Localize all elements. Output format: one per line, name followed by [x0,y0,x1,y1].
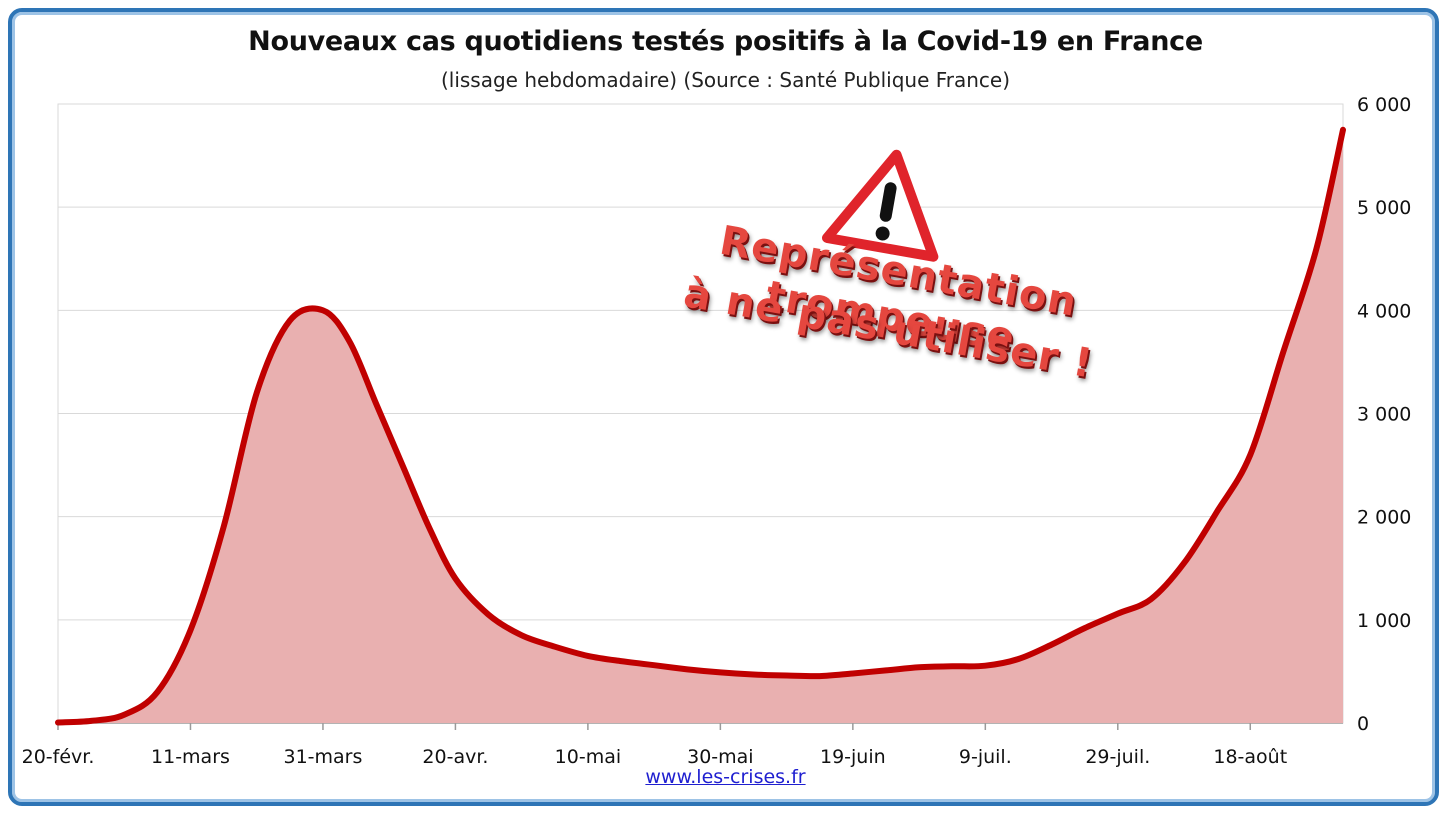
data-point [1016,657,1020,661]
data-point [685,667,689,671]
data-point [553,645,557,649]
y-tick-label: 3 000 [1357,404,1411,426]
data-point [586,654,590,658]
data-point [1281,350,1285,354]
data-point [1248,453,1252,457]
x-tick-label: 9-juil. [959,746,1012,768]
data-point [89,719,93,723]
area-fill [58,129,1343,724]
credit-link[interactable]: www.les-crises.fr [645,766,806,788]
data-point [785,674,789,678]
data-point [950,664,954,668]
data-point [1182,561,1186,565]
data-point [347,339,351,343]
data-point [983,664,987,668]
data-point [652,663,656,667]
data-point [752,673,756,677]
y-tick-label: 5 000 [1357,197,1411,219]
chart-title: Nouveaux cas quotidiens testés positifs … [248,26,1203,57]
series-line [55,126,1346,726]
data-point [917,665,921,669]
data-point [222,525,226,529]
data-point [520,633,524,637]
data-point [1083,626,1087,630]
chart-subtitle: (lissage hebdomadaire) (Source : Santé P… [440,68,1011,92]
data-point [1149,597,1153,601]
x-tick-label: 19-juin [820,746,886,768]
x-tick-label: 20-avr. [422,746,488,768]
data-point [56,721,60,725]
data-point [818,674,822,678]
x-tick-label: 31-mars [283,746,362,768]
data-point [1116,612,1120,616]
x-tick-label: 10-mai [555,746,621,768]
data-point [487,613,491,617]
data-point [851,672,855,676]
x-tick-label: 18-août [1213,746,1287,768]
data-point [374,401,378,405]
x-tick-label: 20-févr. [22,746,95,768]
data-point [122,713,126,717]
x-tick-label: 30-mai [687,746,753,768]
data-point [884,668,888,672]
data-point [427,525,431,529]
y-tick-label: 1 000 [1357,610,1411,632]
data-point [1341,128,1345,132]
y-tick-label: 6 000 [1357,94,1411,116]
y-tick-label: 2 000 [1357,507,1411,529]
y-tick-label: 4 000 [1357,300,1411,322]
data-point [321,308,325,312]
data-point [1315,246,1319,250]
warning-triangle-icon [822,149,939,262]
data-point [1050,643,1054,647]
data-point [718,670,722,674]
x-tick-label: 11-mars [151,746,230,768]
data-point [453,577,457,581]
data-point [288,319,292,323]
data-point [155,690,159,694]
x-tick-label: 29-juil. [1085,746,1150,768]
data-point [619,659,623,663]
data-point [255,391,259,395]
data-point [400,463,404,467]
data-point [189,628,193,632]
y-tick-label: 0 [1357,713,1369,735]
data-point [1215,510,1219,514]
